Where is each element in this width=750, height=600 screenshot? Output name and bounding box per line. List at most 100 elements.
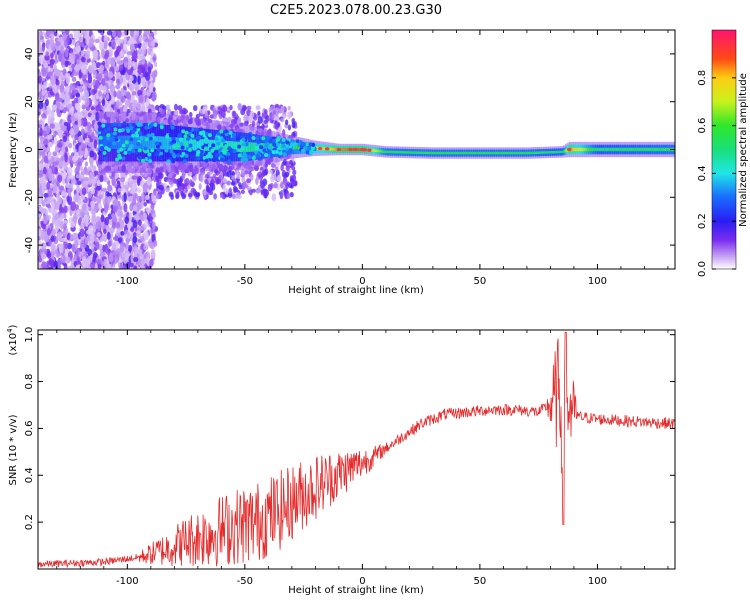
spectral-noise-blob — [127, 57, 132, 66]
spectral-noise-blob — [50, 109, 55, 119]
spectral-noise-blob — [52, 161, 58, 166]
spectral-noise-blob — [274, 107, 280, 112]
ridge-core — [442, 151, 445, 155]
spectral-noise-blob — [228, 187, 233, 196]
spectral-noise-blob — [151, 213, 157, 218]
ridge-core — [295, 145, 298, 150]
spectral-noise-blob — [248, 116, 254, 124]
spectral-noise-blob — [249, 173, 254, 181]
ridge-core — [546, 151, 548, 154]
spectral-noise-blob — [75, 46, 81, 52]
spectral-noise-blob — [92, 69, 98, 76]
ridge-speckle — [119, 147, 124, 152]
spectral-noise-blob — [104, 204, 109, 214]
spectral-noise-blob — [136, 177, 141, 187]
spectral-noise-blob — [245, 173, 250, 178]
spectral-noise-blob — [130, 187, 136, 195]
spectral-noise-blob — [76, 208, 80, 218]
spectral-noise-blob — [53, 137, 58, 146]
spectral-noise-blob — [119, 262, 124, 269]
spectral-noise-blob — [273, 181, 278, 189]
ridge-core — [467, 151, 469, 155]
spectral-noise-blob — [105, 93, 110, 100]
spectral-noise-blob — [104, 216, 110, 226]
ridge-speckle — [148, 136, 153, 141]
spectral-noise-blob — [110, 266, 116, 269]
spectral-noise-blob — [117, 205, 123, 211]
spectral-noise-blob — [44, 54, 50, 61]
spectral-noise-blob — [129, 104, 133, 111]
ridge-peak — [336, 147, 342, 152]
spectral-noise-blob — [87, 191, 92, 200]
y-tick-label: 20 — [24, 95, 35, 108]
spectral-noise-blob — [52, 184, 58, 193]
colorbar: 0.00.20.40.60.8 Normalized spectral ampl… — [697, 29, 749, 277]
spectral-noise-blob — [78, 145, 82, 153]
ridge-speckle — [214, 149, 219, 154]
spectral-noise-blob — [150, 227, 154, 234]
spectral-noise-blob — [60, 80, 65, 86]
spectral-noise-blob — [66, 36, 70, 45]
ridge-core — [235, 141, 238, 152]
ridge-core — [166, 136, 169, 150]
spectral-noise-blob — [123, 203, 128, 213]
spectral-noise-blob — [165, 104, 171, 111]
ridge-speckle — [289, 142, 294, 147]
spectral-noise-blob — [97, 263, 102, 269]
ridge-core — [386, 150, 389, 154]
ridge-core — [495, 151, 498, 155]
ridge-core — [564, 149, 567, 153]
spectral-noise-blob — [145, 73, 151, 81]
ridge-speckle — [271, 150, 276, 155]
spectral-noise-blob — [115, 71, 121, 79]
spectral-noise-blob — [129, 262, 134, 268]
x-tick-label: 0 — [359, 576, 365, 587]
spectral-noise-blob — [188, 111, 193, 118]
ridge-speckle — [180, 145, 185, 150]
spectral-noise-blob — [91, 61, 97, 69]
ridge-core — [414, 151, 417, 154]
ridge-speckle — [172, 144, 177, 149]
spectral-noise-blob — [202, 188, 207, 196]
spectral-noise-blob — [226, 180, 231, 186]
spectral-noise-blob — [64, 60, 69, 68]
ridge-peak — [567, 147, 572, 152]
ridge-speckle — [266, 135, 271, 140]
ridge-speckle — [117, 153, 122, 158]
ridge-speckle — [239, 148, 244, 153]
spectral-noise-blob — [64, 88, 69, 94]
spectral-noise-blob — [168, 172, 173, 179]
snr-frame — [37, 329, 676, 570]
x-tick-label: 100 — [588, 276, 607, 287]
spectral-noise-blob — [73, 112, 79, 117]
ridge-core — [623, 147, 625, 152]
ridge-core — [482, 151, 484, 155]
spectral-noise-blob — [97, 202, 103, 211]
spectral-noise-blob — [89, 235, 95, 244]
spectral-noise-blob — [63, 100, 68, 107]
spectral-noise-blob — [75, 204, 80, 210]
spectral-noise-blob — [40, 252, 46, 260]
spectral-noise-blob — [41, 113, 47, 119]
ridge-peak — [324, 147, 330, 151]
spectral-noise-blob — [214, 176, 220, 185]
spectral-noise-blob — [71, 63, 75, 70]
ridge-core — [468, 151, 471, 155]
ridge-core — [423, 151, 426, 155]
spectral-noise-blob — [165, 187, 171, 193]
ridge-core — [292, 144, 294, 150]
ridge-core — [215, 140, 217, 152]
ridge-speckle — [228, 130, 233, 135]
spectral-noise-blob — [66, 195, 70, 202]
ridge-core — [252, 142, 255, 152]
spectral-noise-blob — [123, 104, 128, 112]
ridge-core — [502, 151, 505, 155]
top-x-ticks: -100 -50 0 50 100 — [56, 30, 669, 287]
spectral-noise-blob — [49, 63, 54, 69]
ridge-core — [470, 151, 473, 155]
spectral-noise-blob — [291, 118, 296, 124]
spectral-noise-blob — [60, 255, 66, 263]
spectral-noise-blob — [89, 157, 94, 168]
spectral-noise-blob — [89, 150, 95, 158]
